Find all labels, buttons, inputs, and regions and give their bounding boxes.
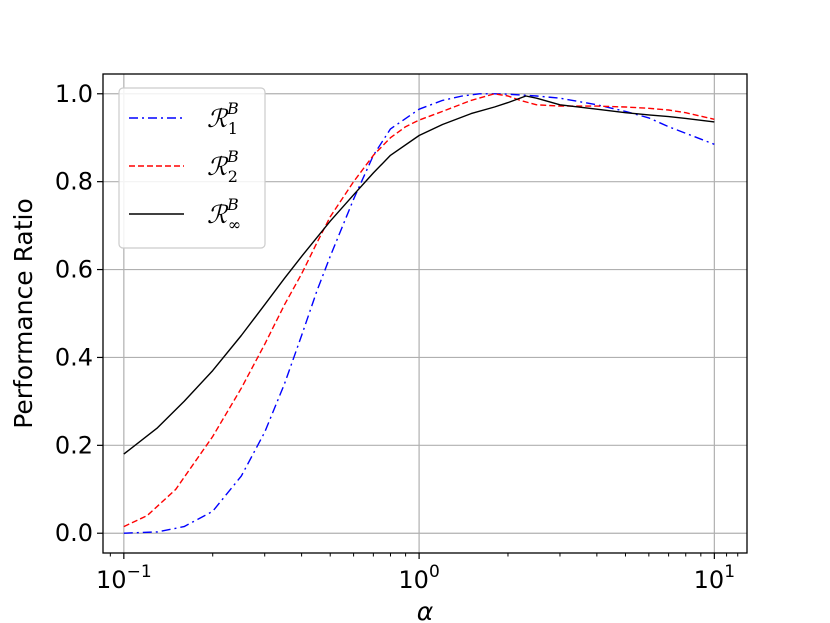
legend-label-sup: B xyxy=(226,99,239,118)
y-tick-label: 1.0 xyxy=(55,80,93,108)
x-tick-label: 100 xyxy=(398,562,439,594)
y-axis-label: Performance Ratio xyxy=(9,198,38,429)
legend-label-2: ℛB 2 xyxy=(207,147,239,186)
y-tick-label: 0.8 xyxy=(55,168,93,196)
legend-label-sub: 2 xyxy=(228,167,238,186)
x-tick-label: 101 xyxy=(694,562,735,594)
y-tick-label: 0.2 xyxy=(55,431,93,459)
y-tick-label: 0.6 xyxy=(55,256,93,284)
x-axis-label: α xyxy=(417,597,434,623)
x-tick-base: 10 xyxy=(694,566,725,594)
legend-label-sup: B xyxy=(226,195,239,214)
ticks: 0.00.20.40.60.81.010−1 100 101 xyxy=(55,80,739,594)
legend-label-sup: B xyxy=(226,147,239,166)
series-line-3 xyxy=(123,95,715,455)
legend-label-base: ℛ xyxy=(207,104,229,133)
legend-label-base: ℛ xyxy=(207,200,229,229)
plot-frame xyxy=(102,73,748,554)
x-tick-exponent: 0 xyxy=(429,562,440,582)
y-tick-label: 0.0 xyxy=(55,519,93,547)
legend-label-sub: 1 xyxy=(228,119,238,138)
x-tick-base: 10 xyxy=(96,566,127,594)
series-layer xyxy=(123,93,715,534)
legend: ℛB 1ℛB 2ℛB ∞ xyxy=(118,87,266,249)
y-tick-label: 0.4 xyxy=(55,343,93,371)
x-tick-exponent: 1 xyxy=(724,562,735,582)
legend-label-sub: ∞ xyxy=(228,215,241,234)
legend-label-base: ℛ xyxy=(207,152,229,181)
x-tick-base: 10 xyxy=(398,566,429,594)
x-tick-exponent: −1 xyxy=(127,562,152,582)
legend-label-1: ℛB 1 xyxy=(207,99,239,138)
series-line-2 xyxy=(123,93,715,528)
legend-box xyxy=(118,87,266,249)
x-tick-label: 10−1 xyxy=(96,562,152,594)
legend-label-3: ℛB ∞ xyxy=(207,195,241,234)
series-line-1 xyxy=(123,93,715,534)
